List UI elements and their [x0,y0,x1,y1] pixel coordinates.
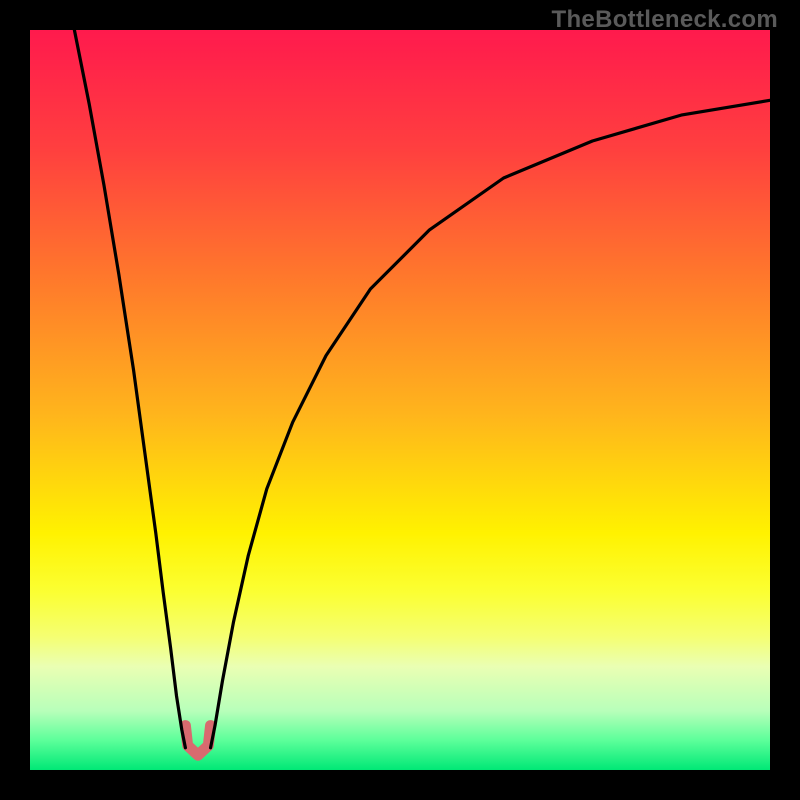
chart-svg [30,30,770,770]
plot-area [30,30,770,770]
figure-root: TheBottleneck.com [0,0,800,800]
watermark-text: TheBottleneck.com [552,6,778,34]
chart-background [30,30,770,770]
